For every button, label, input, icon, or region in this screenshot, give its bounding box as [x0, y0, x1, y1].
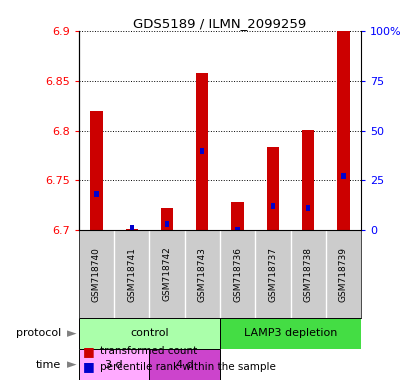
Text: GSM718742: GSM718742: [163, 247, 171, 301]
Bar: [341, 174, 346, 179]
Bar: [161, 209, 173, 230]
Text: ►: ►: [68, 358, 77, 371]
Text: percentile rank within the sample: percentile rank within the sample: [100, 362, 276, 372]
Bar: [200, 147, 205, 154]
Bar: [302, 129, 314, 230]
Bar: [79, 349, 149, 380]
Bar: [126, 229, 138, 230]
Text: ►: ►: [68, 327, 77, 340]
Text: LAMP3 depletion: LAMP3 depletion: [244, 328, 337, 338]
Text: GSM718739: GSM718739: [339, 247, 348, 301]
Text: GSM718740: GSM718740: [92, 247, 101, 301]
Bar: [165, 222, 169, 227]
Text: time: time: [36, 359, 61, 369]
Text: 4 d: 4 d: [176, 359, 193, 369]
Bar: [235, 227, 240, 233]
Text: protocol: protocol: [16, 328, 61, 338]
Bar: [232, 202, 244, 230]
Bar: [94, 192, 99, 197]
Text: ■: ■: [83, 360, 95, 373]
Bar: [149, 349, 220, 380]
Bar: [267, 147, 279, 230]
Text: control: control: [130, 328, 169, 338]
Bar: [220, 318, 361, 349]
Bar: [306, 205, 310, 212]
Text: GSM718736: GSM718736: [233, 247, 242, 301]
Bar: [129, 225, 134, 232]
Text: 3 d: 3 d: [105, 359, 123, 369]
Bar: [79, 318, 220, 349]
Bar: [196, 73, 208, 230]
Text: transformed count: transformed count: [100, 346, 197, 356]
Text: GSM718741: GSM718741: [127, 247, 136, 301]
Bar: [337, 31, 349, 230]
Text: ■: ■: [83, 345, 95, 358]
Text: GSM718737: GSM718737: [269, 247, 277, 301]
Bar: [271, 204, 275, 209]
Text: GSM718738: GSM718738: [304, 247, 312, 301]
Title: GDS5189 / ILMN_2099259: GDS5189 / ILMN_2099259: [133, 17, 307, 30]
Bar: [90, 111, 103, 230]
Text: GSM718743: GSM718743: [198, 247, 207, 301]
